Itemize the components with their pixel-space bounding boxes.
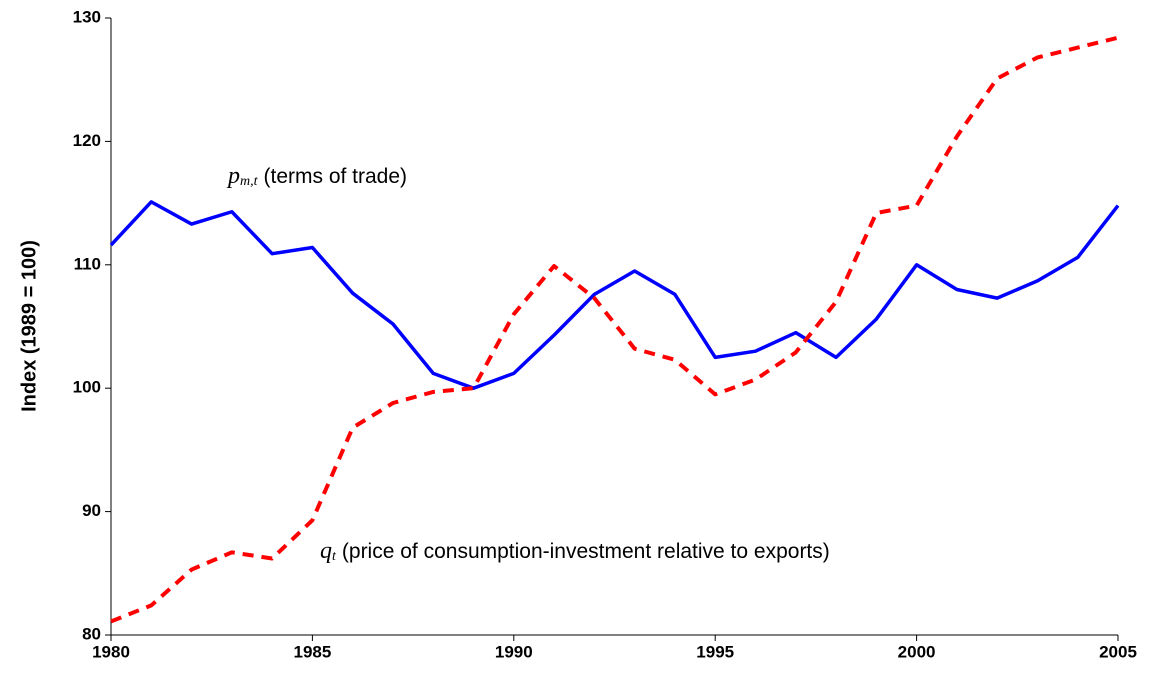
x-tick-label: 2000: [898, 642, 936, 661]
annotation-text: (price of consumption-investment relativ…: [342, 540, 830, 563]
annotation-symbol: p: [226, 163, 240, 189]
annotation-symbol: q: [320, 538, 332, 564]
series-line: [109, 200, 1120, 390]
x-tick-label: 2005: [1099, 642, 1137, 661]
annotation-text: (terms of trade): [264, 165, 408, 188]
x-tick-label: 1985: [293, 642, 331, 661]
x-tick-label: 1995: [696, 642, 734, 661]
y-tick-label: 110: [74, 254, 101, 273]
y-tick-label: 100: [73, 378, 101, 397]
annotation-subscript: m,t: [240, 174, 259, 189]
y-tick-label: 80: [82, 624, 101, 643]
y-tick-label: 120: [73, 131, 101, 150]
y-tick-label: 90: [82, 501, 101, 520]
series-line: [110, 35, 1119, 624]
annotation: pm,t (terms of trade): [226, 163, 407, 190]
y-tick-label: 130: [73, 7, 101, 26]
annotation-subscript: t: [332, 549, 337, 564]
x-tick-label: 1980: [92, 642, 130, 661]
y-axis-label: Index (1989 = 100): [18, 240, 40, 412]
x-tick-label: 1990: [495, 642, 533, 661]
annotation: qt (price of consumption-investment relat…: [320, 538, 830, 565]
